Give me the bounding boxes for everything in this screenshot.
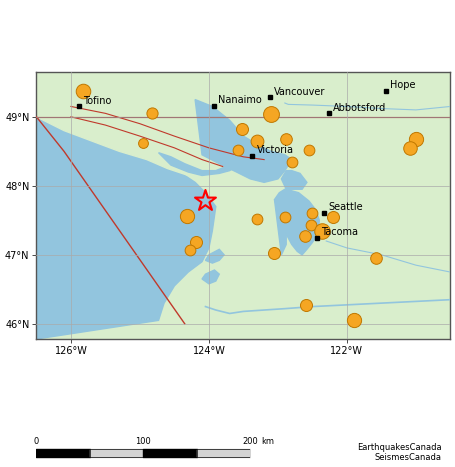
- Text: EarthquakesCanada
SeismesCanada: EarthquakesCanada SeismesCanada: [357, 443, 441, 462]
- Text: 100: 100: [136, 438, 151, 446]
- Point: [372, 255, 379, 262]
- Point: [140, 139, 147, 147]
- Polygon shape: [274, 199, 286, 255]
- Text: Tofino: Tofino: [83, 96, 112, 106]
- Point: [301, 233, 308, 240]
- Point: [309, 210, 316, 217]
- Polygon shape: [158, 153, 253, 176]
- Text: Nanaimo: Nanaimo: [218, 95, 262, 105]
- Text: Abbotsford: Abbotsford: [333, 103, 386, 113]
- Point: [186, 246, 193, 254]
- Point: [268, 110, 275, 118]
- Polygon shape: [195, 99, 292, 182]
- Point: [193, 239, 200, 246]
- Point: [305, 146, 313, 154]
- Text: km: km: [261, 438, 274, 446]
- Point: [288, 158, 295, 165]
- Point: [80, 87, 87, 94]
- Text: Hope: Hope: [390, 80, 415, 90]
- Point: [412, 135, 420, 142]
- Point: [253, 215, 261, 223]
- Text: Victoria: Victoria: [257, 145, 293, 156]
- Polygon shape: [36, 72, 216, 339]
- Point: [318, 227, 326, 234]
- Text: 200: 200: [243, 438, 258, 446]
- Polygon shape: [36, 48, 253, 176]
- Point: [148, 109, 155, 116]
- Text: Seattle: Seattle: [329, 202, 363, 212]
- Point: [183, 212, 191, 220]
- Polygon shape: [206, 249, 224, 263]
- Point: [271, 250, 278, 257]
- Text: 0: 0: [34, 438, 39, 446]
- Point: [308, 221, 315, 229]
- Point: [350, 317, 358, 324]
- Point: [253, 137, 261, 145]
- Point: [281, 213, 288, 220]
- Polygon shape: [274, 189, 319, 255]
- Point: [407, 144, 414, 152]
- Point: [238, 126, 246, 133]
- Point: [202, 197, 209, 205]
- Polygon shape: [281, 170, 307, 189]
- Point: [302, 301, 309, 308]
- Polygon shape: [36, 72, 450, 339]
- Point: [283, 135, 290, 142]
- Point: [234, 146, 242, 154]
- Text: Vancouver: Vancouver: [274, 87, 325, 97]
- Text: Tacoma: Tacoma: [321, 227, 358, 237]
- Point: [329, 213, 337, 220]
- Polygon shape: [202, 270, 219, 284]
